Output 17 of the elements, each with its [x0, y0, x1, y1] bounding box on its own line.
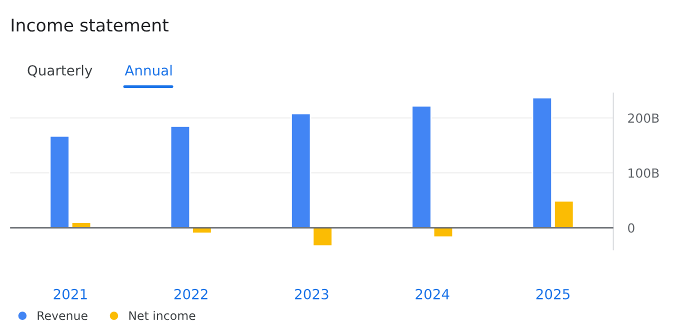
- text: Quarterly: [28, 64, 92, 78]
- legend-label: Net income: [129, 310, 196, 320]
- x-tick-label: 2025: [536, 288, 570, 300]
- bar: [312, 227, 333, 247]
- x-tick-label: 2023: [295, 288, 328, 300]
- x-tick-label: 2022: [174, 288, 208, 300]
- text: Annual: [124, 64, 172, 76]
- chart-title: Income statement: [12, 18, 168, 32]
- y-tick-label: 0: [628, 223, 634, 233]
- y-tick-label: 100B: [628, 168, 659, 178]
- bar: [170, 125, 191, 228]
- bar: [290, 112, 312, 228]
- x-tick-label: 2021: [54, 288, 87, 300]
- bar: [411, 105, 432, 228]
- y-tick-label: 200B: [628, 113, 659, 123]
- x-tick-label: 2024: [416, 288, 450, 300]
- legend-label: Revenue: [38, 311, 88, 320]
